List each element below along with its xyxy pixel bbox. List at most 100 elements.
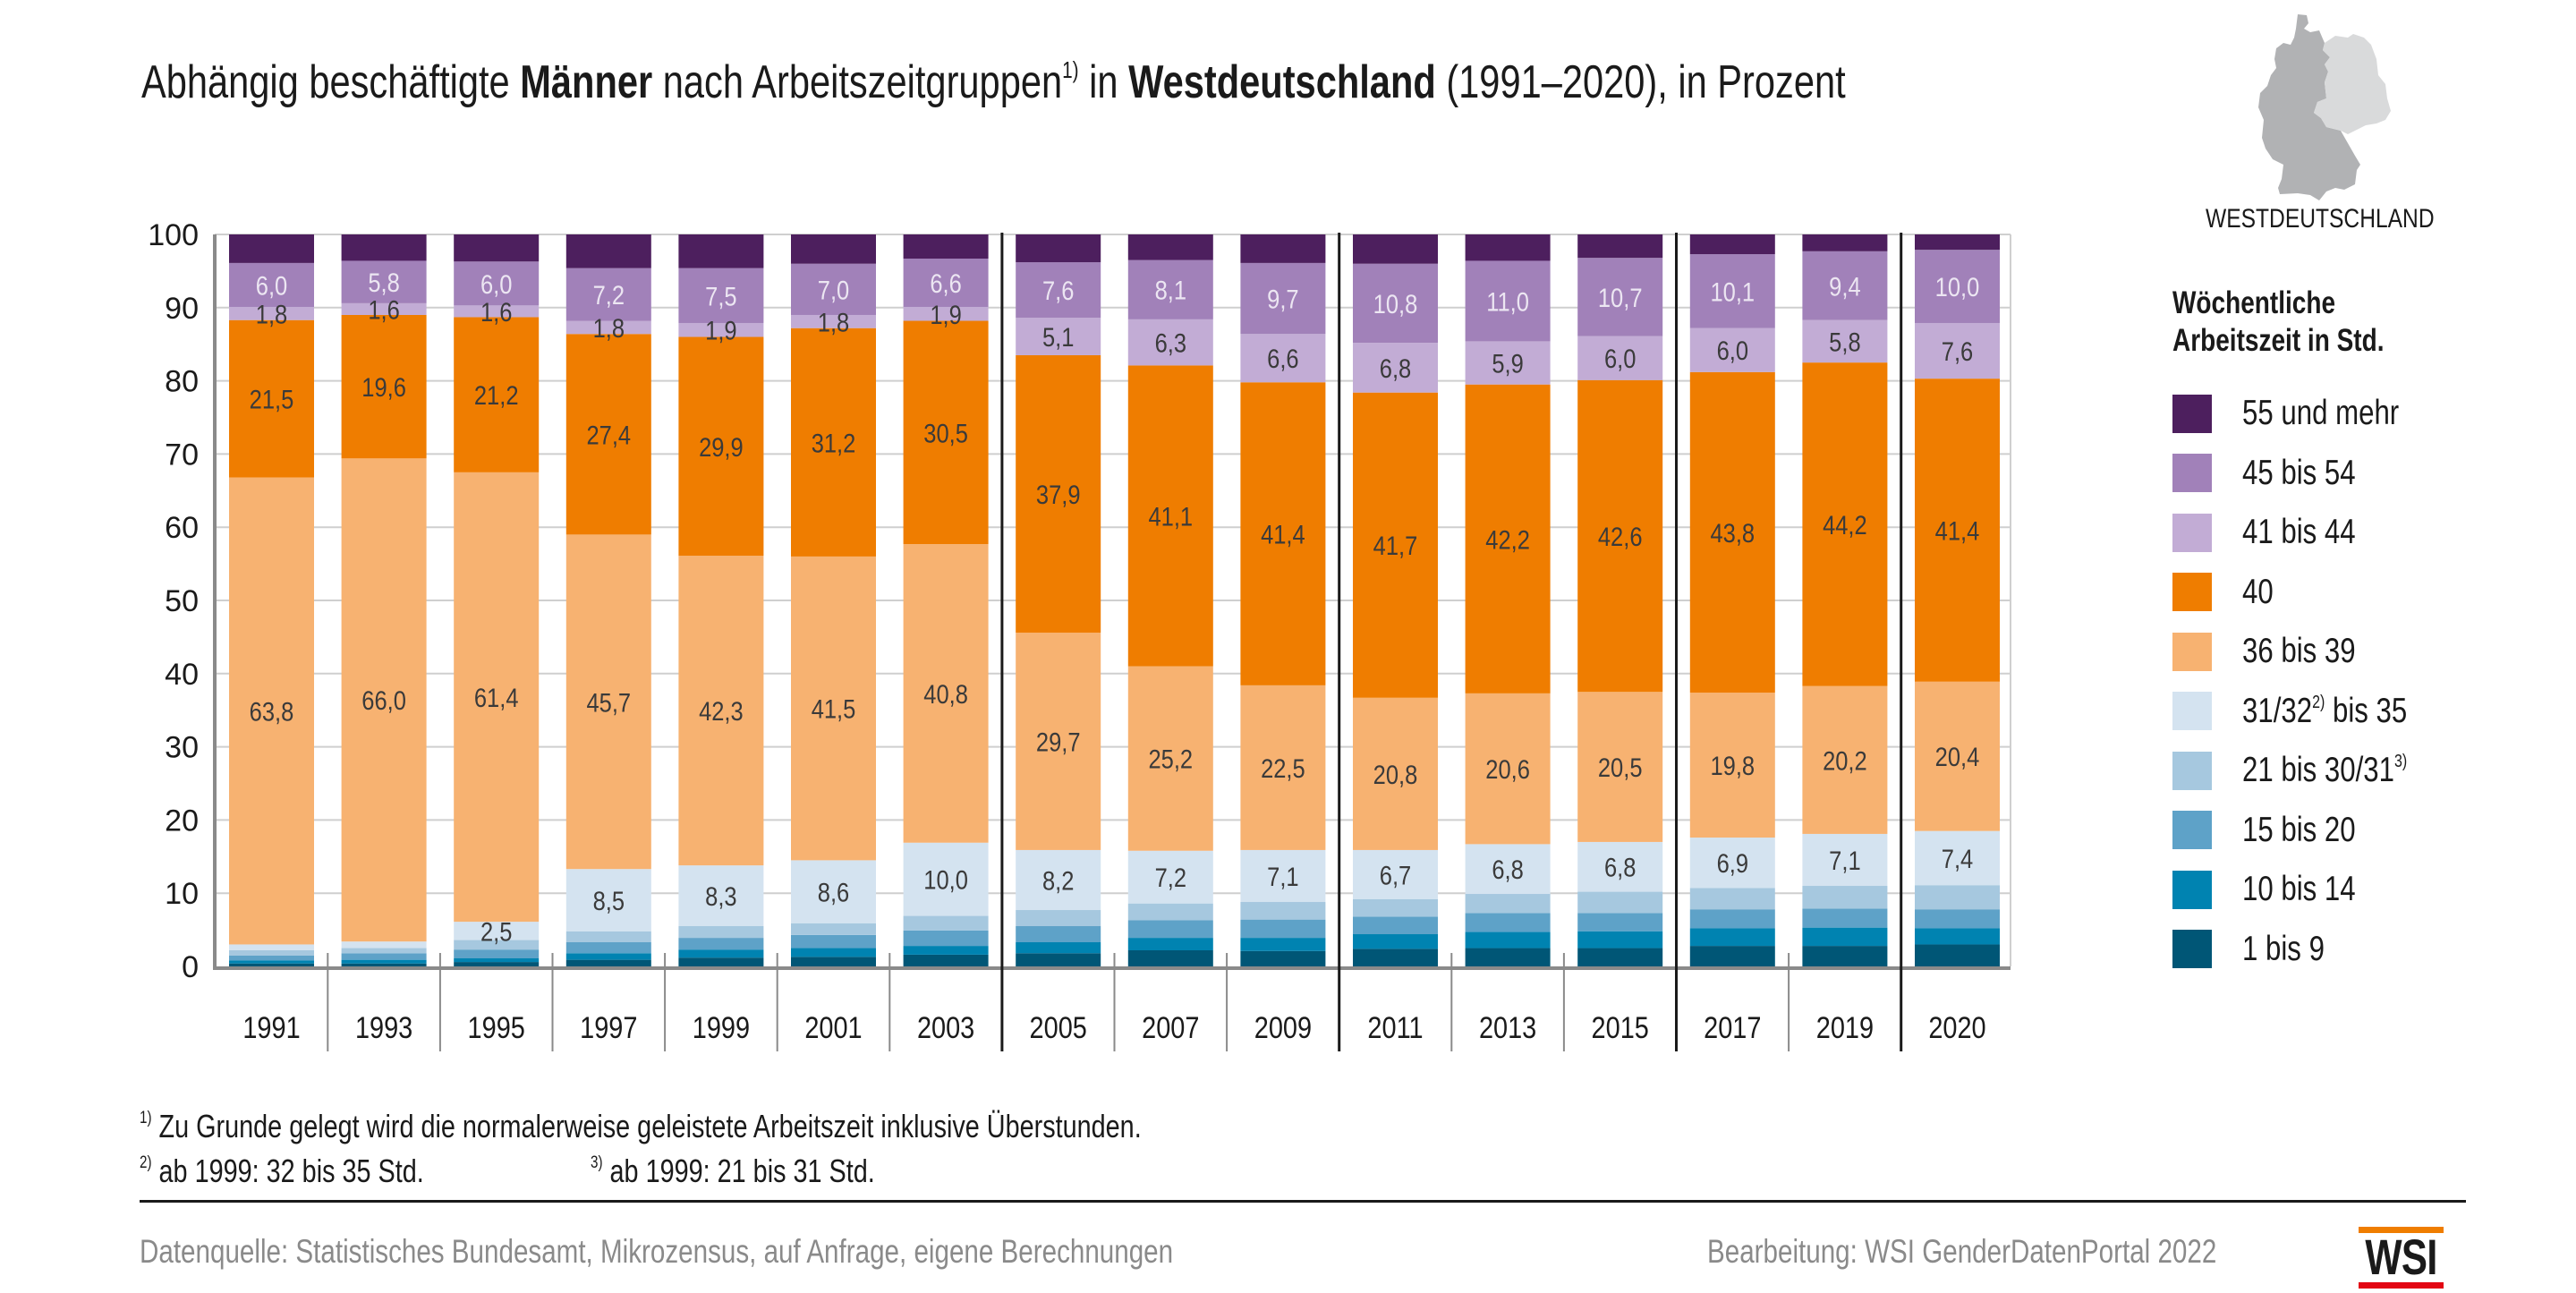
- bar-segment: [229, 963, 314, 966]
- bar-segment: [454, 940, 540, 950]
- data-label: 21,5: [250, 385, 294, 414]
- x-tick-label: 2015: [1592, 1010, 1649, 1045]
- data-label: 6,9: [1717, 848, 1748, 878]
- bar-segment: [341, 234, 427, 261]
- x-tick-label: 1991: [242, 1010, 300, 1045]
- bar-segment: [1240, 382, 1326, 685]
- bar-segment: [454, 962, 540, 966]
- legend-item: 1 bis 9: [2172, 930, 2325, 969]
- bar-stack: 7,4 20,4 41,4 7,6 10,0: [1915, 234, 2000, 966]
- bar-segment: [565, 334, 651, 535]
- bar-segment: [903, 842, 989, 916]
- bar-segment: [1353, 849, 1438, 899]
- data-label: 6,6: [930, 268, 961, 298]
- bar-segment: [903, 930, 989, 947]
- bar-segment: [1465, 384, 1551, 693]
- bar-segment: [229, 306, 314, 320]
- bar-segment: [678, 926, 764, 939]
- bar-segment: [229, 950, 314, 956]
- legend-item: 15 bis 20: [2172, 811, 2356, 850]
- legend-item: 31/322) bis 35: [2172, 692, 2407, 731]
- map-east-germany: [2314, 34, 2391, 134]
- data-label: 8,2: [1042, 866, 1074, 896]
- y-tick-label: 50: [165, 584, 199, 618]
- bar-segment: [1127, 950, 1213, 966]
- bar-segment: [229, 234, 314, 263]
- bar-segment: [565, 320, 651, 335]
- bar-segment: [565, 234, 651, 268]
- bar-segment: [1353, 392, 1438, 698]
- bar-segment: [1802, 886, 1888, 909]
- legend-item: 40: [2172, 573, 2274, 612]
- data-label: 10,1: [1710, 276, 1755, 306]
- legend-label: 40: [2242, 572, 2274, 611]
- data-label: 10,0: [1935, 272, 1980, 302]
- bar-stack: 10,0 40,8 30,5 1,96,6: [903, 234, 989, 966]
- bar-segment: [1577, 841, 1663, 892]
- data-label: 6,7: [1380, 860, 1411, 889]
- y-axis-ticks: 0 10 20 30 40 50 60 70 80 90 100: [148, 218, 199, 984]
- legend-label: 15 bis 20: [2242, 810, 2356, 849]
- germany-map-icon: [2258, 14, 2391, 200]
- data-label: 5,8: [1829, 327, 1860, 356]
- bar-segment: [1016, 926, 1101, 943]
- y-tick-label: 30: [165, 731, 199, 765]
- map-label: WESTDEUTSCHLAND: [2206, 204, 2435, 234]
- data-label: 7,6: [1942, 336, 1973, 366]
- bar-segment: [1127, 234, 1213, 260]
- data-label: 1,9: [930, 300, 961, 329]
- legend-item: 41 bis 44: [2172, 513, 2356, 552]
- legend-swatch: [2172, 513, 2212, 552]
- x-tick-label: 1995: [468, 1010, 525, 1045]
- title-bold-region: Westdeutschland: [1128, 56, 1436, 108]
- bar-segment: [791, 314, 876, 328]
- title-text: Abhängig beschäftigte: [141, 56, 521, 108]
- legend-label: 55 und mehr: [2242, 394, 2400, 432]
- map-west-germany: [2258, 14, 2360, 200]
- data-label: 61,4: [474, 683, 519, 712]
- bar-segment: [1353, 948, 1438, 966]
- bar-segment: [1127, 666, 1213, 851]
- bar-stack: 7,2 25,2 41,1 6,3 8,1: [1127, 234, 1213, 966]
- x-axis-ticks: 1991 1993 1995 1997 1999 2001 2003 2005 2007 2009…: [242, 233, 1986, 1051]
- bar-stack: 66,0 19,6 1,65,8: [341, 234, 427, 966]
- bar-segment: [565, 953, 651, 960]
- legend-swatch: [2172, 930, 2212, 968]
- data-label: 41,7: [1373, 531, 1418, 560]
- bar-segment: [454, 317, 540, 472]
- bar-segment: [1465, 234, 1551, 261]
- bar-segment: [1127, 920, 1213, 939]
- bar-segment: [1577, 336, 1663, 380]
- bar-segment: [903, 946, 989, 955]
- bar-segment: [1240, 334, 1326, 383]
- legend-item: 36 bis 39: [2172, 632, 2356, 671]
- bar-segment: [791, 328, 876, 557]
- data-label: 40,8: [923, 679, 968, 709]
- legend-label: 41 bis 44: [2242, 513, 2356, 551]
- bar-segment: [1353, 934, 1438, 949]
- bar-segment: [565, 942, 651, 954]
- bar-stack: 6,8 20,6 42,2 5,9 11,0: [1465, 234, 1551, 966]
- bar-segment: [1465, 931, 1551, 948]
- bar-stack: 7,1 20,2 44,2 5,8 9,4: [1802, 234, 1888, 966]
- data-label: 21,2: [474, 380, 519, 410]
- data-label: 5,1: [1042, 322, 1074, 352]
- bar-segment: [565, 931, 651, 943]
- bar-segment: [341, 302, 427, 315]
- x-tick-label: 2020: [1928, 1010, 1985, 1045]
- data-label: 1,8: [593, 313, 625, 343]
- data-label: 20,2: [1823, 745, 1867, 775]
- footnote-marker: 2): [140, 1153, 152, 1172]
- bar-segment: [1016, 910, 1101, 927]
- bar-segment: [791, 556, 876, 861]
- legend-label: 36 bis 39: [2242, 632, 2356, 670]
- data-label: 44,2: [1823, 510, 1867, 540]
- bar-segment: [454, 958, 540, 963]
- data-label: 29,9: [699, 432, 744, 462]
- title-bold-maenner: Männer: [520, 56, 653, 108]
- data-label: 30,5: [923, 418, 968, 447]
- legend-label: 10 bis 14: [2242, 870, 2356, 908]
- bar-segment: [1127, 319, 1213, 366]
- data-label: 6,3: [1155, 328, 1186, 358]
